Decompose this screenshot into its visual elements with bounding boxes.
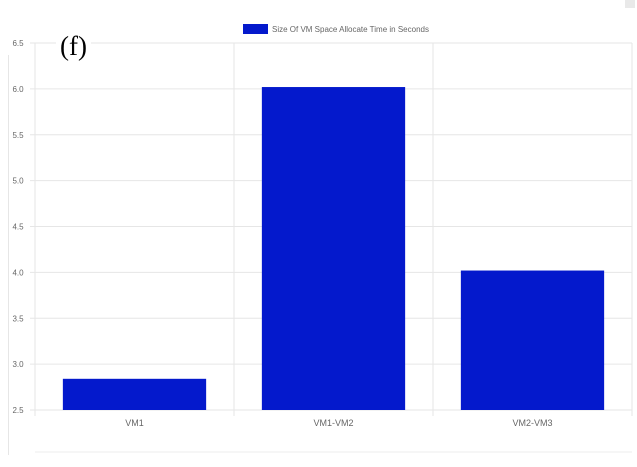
x-tick-label: VM2-VM3 bbox=[512, 418, 552, 428]
y-tick-label: 4.5 bbox=[12, 223, 24, 232]
bar-vm2-vm3 bbox=[460, 270, 605, 410]
y-tick-label: 5.5 bbox=[12, 131, 24, 140]
corner-mark bbox=[625, 0, 635, 8]
y-tick-label: 2.5 bbox=[12, 406, 24, 415]
y-tick-label: 3.5 bbox=[12, 314, 24, 323]
y-tick-label: 6.0 bbox=[12, 85, 24, 94]
y-tick-label: 6.5 bbox=[12, 39, 24, 48]
panel-label: (f) bbox=[56, 30, 91, 62]
legend-label: Size Of VM Space Allocate Time in Second… bbox=[272, 25, 429, 34]
y-tick-label: 3.0 bbox=[12, 360, 24, 369]
legend-swatch bbox=[243, 24, 268, 34]
bar-vm1 bbox=[62, 378, 207, 410]
y-tick-label: 4.0 bbox=[12, 268, 24, 277]
figure-border bbox=[8, 55, 9, 455]
x-tick-label: VM1-VM2 bbox=[313, 418, 353, 428]
bar-vm1-vm2 bbox=[261, 87, 406, 410]
x-tick-label: VM1 bbox=[125, 418, 144, 428]
y-tick-label: 5.0 bbox=[12, 177, 24, 186]
